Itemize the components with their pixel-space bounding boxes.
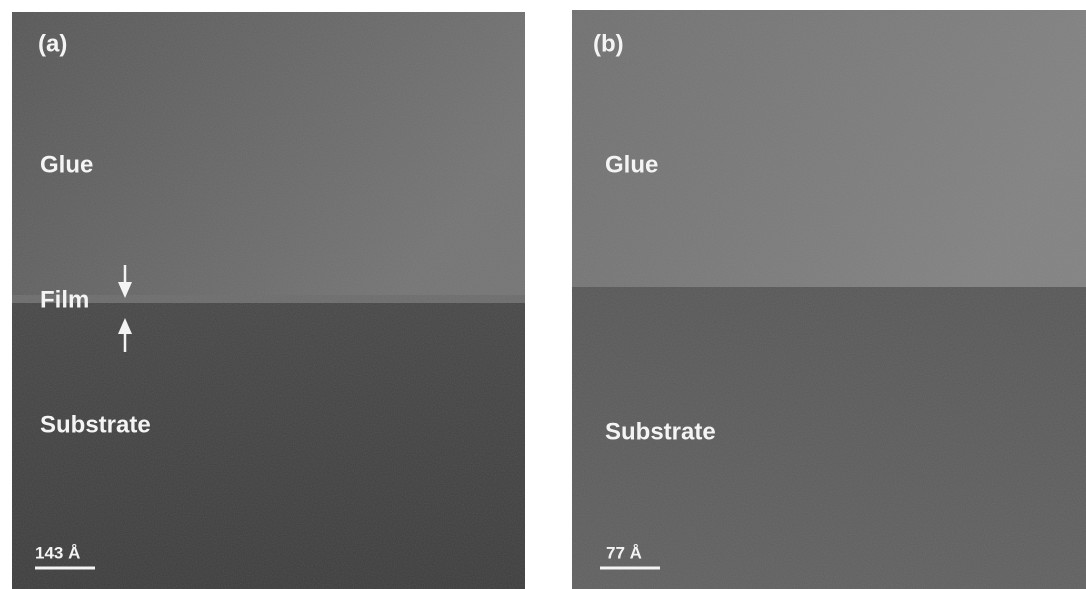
scale-bar-label: 77 Å: [606, 543, 642, 562]
panel-label: (b): [593, 30, 624, 57]
substrate-label: Substrate: [605, 418, 716, 445]
glue-label: Glue: [605, 151, 658, 178]
scale-bar-label: 143 Å: [35, 543, 80, 562]
panel-label: (a): [38, 30, 67, 57]
substrate-label: Substrate: [40, 411, 151, 438]
texture: [572, 10, 1086, 589]
panel-b: (b) Glue Substrate 77 Å: [572, 10, 1086, 589]
glue-label: Glue: [40, 151, 93, 178]
film-label: Film: [40, 286, 89, 313]
panel-a: (a) Glue Film Substrate 143 Å: [12, 12, 525, 589]
page: (a) Glue Film Substrate 143 Å (b) Glue S…: [0, 0, 1086, 589]
figure: (a) Glue Film Substrate 143 Å (b) Glue S…: [0, 0, 1086, 589]
